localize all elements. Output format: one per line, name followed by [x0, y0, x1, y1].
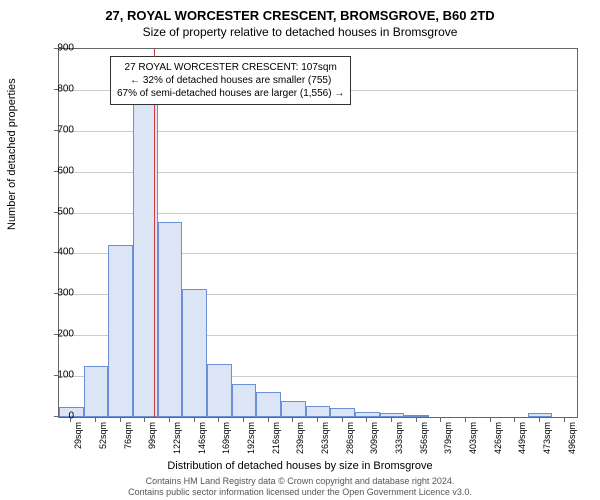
annotation-line1: 27 ROYAL WORCESTER CRESCENT: 107sqm	[117, 61, 344, 74]
x-tick-mark	[194, 418, 195, 422]
histogram-bar	[355, 412, 380, 417]
footer-line2: Contains public sector information licen…	[0, 487, 600, 498]
y-tick-label: 900	[44, 43, 74, 54]
x-tick-label: 496sqm	[567, 422, 577, 454]
y-tick-mark	[54, 130, 58, 131]
x-tick-mark	[169, 418, 170, 422]
y-tick-label: 600	[44, 165, 74, 176]
x-tick-label: 146sqm	[197, 422, 207, 454]
annotation-line3: 67% of semi-detached houses are larger (…	[117, 87, 344, 100]
x-tick-mark	[391, 418, 392, 422]
x-tick-mark	[292, 418, 293, 422]
x-tick-label: 403sqm	[468, 422, 478, 454]
histogram-bar	[330, 408, 355, 417]
histogram-bar	[108, 245, 133, 417]
x-tick-label: 52sqm	[98, 422, 108, 449]
histogram-bar	[232, 384, 257, 417]
x-tick-label: 379sqm	[443, 422, 453, 454]
x-tick-mark	[539, 418, 540, 422]
x-tick-mark	[95, 418, 96, 422]
x-tick-mark	[416, 418, 417, 422]
x-tick-mark	[564, 418, 565, 422]
histogram-bar	[404, 415, 429, 417]
x-tick-mark	[218, 418, 219, 422]
x-tick-label: 169sqm	[221, 422, 231, 454]
y-tick-mark	[54, 375, 58, 376]
x-tick-mark	[342, 418, 343, 422]
x-tick-label: 356sqm	[419, 422, 429, 454]
y-tick-mark	[54, 89, 58, 90]
y-tick-mark	[54, 416, 58, 417]
y-tick-label: 800	[44, 83, 74, 94]
histogram-bar	[158, 222, 183, 417]
histogram-bar	[306, 406, 331, 417]
x-tick-label: 309sqm	[369, 422, 379, 454]
x-tick-label: 449sqm	[517, 422, 527, 454]
y-tick-label: 200	[44, 329, 74, 340]
y-tick-mark	[54, 48, 58, 49]
x-axis-label: Distribution of detached houses by size …	[0, 460, 600, 472]
x-tick-mark	[366, 418, 367, 422]
x-tick-label: 216sqm	[271, 422, 281, 454]
x-tick-label: 239sqm	[295, 422, 305, 454]
page-subtitle: Size of property relative to detached ho…	[0, 23, 600, 39]
x-tick-mark	[440, 418, 441, 422]
x-tick-label: 122sqm	[172, 422, 182, 454]
x-tick-label: 286sqm	[345, 422, 355, 454]
page-title: 27, ROYAL WORCESTER CRESCENT, BROMSGROVE…	[0, 0, 600, 23]
histogram-bar	[84, 366, 109, 417]
y-tick-mark	[54, 171, 58, 172]
histogram-bar	[182, 289, 207, 417]
x-tick-mark	[465, 418, 466, 422]
x-tick-mark	[514, 418, 515, 422]
y-tick-mark	[54, 293, 58, 294]
x-tick-label: 473sqm	[542, 422, 552, 454]
x-tick-mark	[268, 418, 269, 422]
y-tick-mark	[54, 212, 58, 213]
x-tick-mark	[317, 418, 318, 422]
histogram-bar	[281, 401, 306, 417]
footer: Contains HM Land Registry data © Crown c…	[0, 476, 600, 498]
x-tick-label: 263sqm	[320, 422, 330, 454]
y-tick-label: 300	[44, 288, 74, 299]
y-tick-label: 700	[44, 124, 74, 135]
y-axis-label: Number of detached properties	[6, 78, 18, 230]
x-tick-label: 99sqm	[147, 422, 157, 449]
footer-line1: Contains HM Land Registry data © Crown c…	[0, 476, 600, 487]
y-tick-mark	[54, 252, 58, 253]
y-tick-label: 500	[44, 206, 74, 217]
histogram-bar	[256, 392, 281, 417]
x-tick-mark	[144, 418, 145, 422]
x-tick-label: 76sqm	[123, 422, 133, 449]
x-tick-label: 29sqm	[73, 422, 83, 449]
annotation-box: 27 ROYAL WORCESTER CRESCENT: 107sqm ← 32…	[110, 56, 351, 105]
y-tick-label: 400	[44, 247, 74, 258]
y-tick-mark	[54, 334, 58, 335]
histogram-bar	[528, 413, 553, 417]
annotation-line2: ← 32% of detached houses are smaller (75…	[117, 74, 344, 87]
histogram-bar	[207, 364, 232, 417]
y-tick-label: 100	[44, 370, 74, 381]
x-tick-label: 426sqm	[493, 422, 503, 454]
x-tick-mark	[243, 418, 244, 422]
histogram-bar	[380, 413, 405, 417]
x-tick-mark	[70, 418, 71, 422]
x-tick-label: 333sqm	[394, 422, 404, 454]
x-tick-label: 192sqm	[246, 422, 256, 454]
x-tick-mark	[490, 418, 491, 422]
x-tick-mark	[120, 418, 121, 422]
